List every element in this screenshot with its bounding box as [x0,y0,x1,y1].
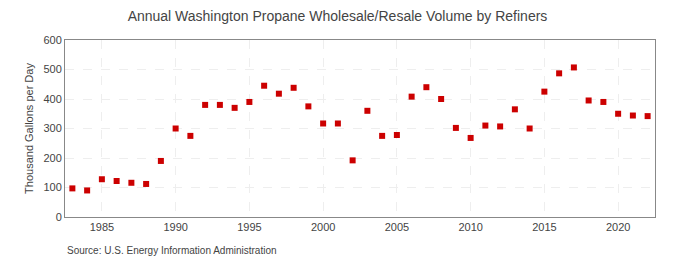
svg-text:2000: 2000 [311,221,335,233]
svg-text:1995: 1995 [237,221,261,233]
svg-text:0: 0 [56,211,62,223]
svg-text:600: 600 [43,34,61,46]
svg-text:2015: 2015 [532,221,556,233]
svg-text:1985: 1985 [90,221,114,233]
svg-text:Annual Washington Propane Whol: Annual Washington Propane Wholesale/Resa… [128,8,548,24]
svg-text:Thousand Gallons per Day: Thousand Gallons per Day [23,63,35,194]
svg-text:1990: 1990 [163,221,187,233]
svg-text:500: 500 [43,63,61,75]
svg-text:400: 400 [43,93,61,105]
svg-text:2010: 2010 [458,221,482,233]
svg-text:200: 200 [43,152,61,164]
svg-text:2020: 2020 [606,221,630,233]
svg-text:300: 300 [43,122,61,134]
svg-text:2005: 2005 [385,221,409,233]
svg-text:Source: U.S. Energy Informatio: Source: U.S. Energy Information Administ… [67,245,277,256]
svg-text:100: 100 [43,181,61,193]
